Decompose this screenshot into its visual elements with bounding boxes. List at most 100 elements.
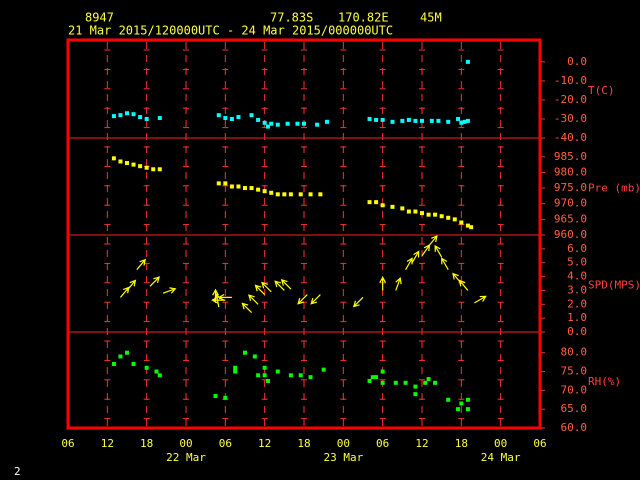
wind-arrow	[405, 257, 413, 270]
data-point	[111, 114, 116, 119]
data-point	[157, 373, 162, 378]
data-point	[138, 164, 143, 169]
data-point	[446, 119, 451, 124]
y-tick-label: 6.0	[567, 242, 587, 255]
y-tick-label: -10.0	[554, 74, 587, 87]
y-tick-label: -30.0	[554, 112, 587, 125]
wind-arrow	[411, 250, 420, 264]
y-tick-label: -20.0	[554, 93, 587, 106]
arrow-shape	[248, 294, 259, 305]
arrow-shape	[217, 293, 232, 301]
y-tick-label: 4.0	[567, 270, 587, 283]
y-tick-label: -40.0	[554, 131, 587, 144]
arrow-shape	[405, 257, 413, 270]
data-point	[308, 192, 313, 197]
data-point	[125, 161, 129, 166]
y-tick-label: 3.0	[567, 283, 587, 296]
data-point	[249, 186, 254, 191]
data-point	[131, 162, 136, 167]
data-point	[433, 212, 438, 217]
wind-arrow	[241, 302, 252, 314]
data-point	[413, 209, 418, 214]
x-tick-label: 06	[376, 437, 389, 450]
wind-arrow	[162, 287, 177, 294]
arrow-shape	[411, 250, 420, 264]
data-point	[465, 397, 470, 402]
data-point	[406, 117, 411, 122]
y-axis-label: SPD(MPS)	[588, 279, 640, 292]
data-point	[223, 395, 228, 400]
data-point	[459, 120, 464, 125]
data-point	[456, 116, 461, 121]
data-point	[249, 113, 254, 118]
x-tick-label: 06	[533, 437, 546, 450]
wind-arrow	[217, 293, 232, 301]
data-point	[413, 384, 418, 389]
data-point	[131, 362, 136, 366]
data-point	[151, 167, 156, 172]
station-id: 8947	[85, 11, 114, 25]
data-point	[465, 407, 470, 412]
data-point	[465, 118, 470, 123]
data-point	[131, 112, 136, 117]
data-point	[298, 192, 303, 197]
data-point	[265, 378, 270, 383]
wind-arrow	[379, 276, 387, 291]
data-point	[465, 59, 470, 64]
arrow-shape	[241, 302, 252, 314]
arrow-shape	[395, 277, 402, 291]
arrow-shape	[126, 279, 137, 291]
data-point	[370, 375, 375, 380]
data-point	[400, 118, 405, 123]
data-point	[256, 187, 261, 192]
data-point	[452, 217, 457, 222]
data-point	[413, 392, 418, 397]
data-point	[229, 116, 234, 121]
y-axis-label: Pre (mb)	[588, 182, 640, 195]
data-point	[413, 118, 418, 123]
data-point	[118, 113, 123, 118]
data-point	[256, 117, 261, 122]
x-tick-label: 18	[297, 437, 310, 450]
data-point	[318, 192, 323, 197]
data-point	[406, 209, 411, 214]
longitude: 170.82E	[338, 11, 389, 25]
data-point	[213, 394, 218, 398]
data-point	[144, 365, 149, 370]
data-point	[216, 181, 221, 186]
data-point	[275, 369, 280, 374]
arrow-shape	[254, 284, 266, 296]
arrow-shape	[434, 244, 443, 258]
data-point	[420, 211, 424, 216]
wind-arrow	[254, 284, 266, 296]
data-point	[446, 215, 451, 220]
wind-arrow	[280, 278, 292, 290]
arrow-shape	[136, 258, 146, 271]
arrow-shape	[428, 235, 438, 247]
wind-arrow	[395, 277, 402, 291]
wind-arrow	[441, 257, 449, 270]
arrow-shape	[458, 279, 469, 291]
arrow-shape	[274, 280, 285, 291]
data-point	[469, 225, 474, 230]
y-tick-label: 65.0	[561, 402, 588, 415]
y-tick-label: 970.0	[554, 197, 587, 210]
data-point	[439, 214, 444, 219]
data-point	[380, 117, 385, 122]
y-tick-label: 975.0	[554, 181, 587, 194]
data-point	[446, 397, 451, 402]
arrow-shape	[441, 257, 449, 270]
arrow-shape	[310, 294, 321, 305]
x-tick-label: 06	[219, 437, 232, 450]
data-point	[436, 118, 441, 123]
x-tick-label: 12	[258, 437, 271, 450]
data-point	[269, 121, 274, 126]
date-label: 22 Mar	[166, 451, 206, 464]
y-tick-label: 0.0	[567, 325, 587, 338]
data-point	[393, 380, 398, 385]
data-point	[302, 121, 306, 126]
data-point	[295, 121, 300, 126]
x-tick-label: 00	[494, 437, 507, 450]
y-tick-label: 965.0	[554, 212, 587, 225]
y-tick-label: 985.0	[554, 150, 587, 163]
